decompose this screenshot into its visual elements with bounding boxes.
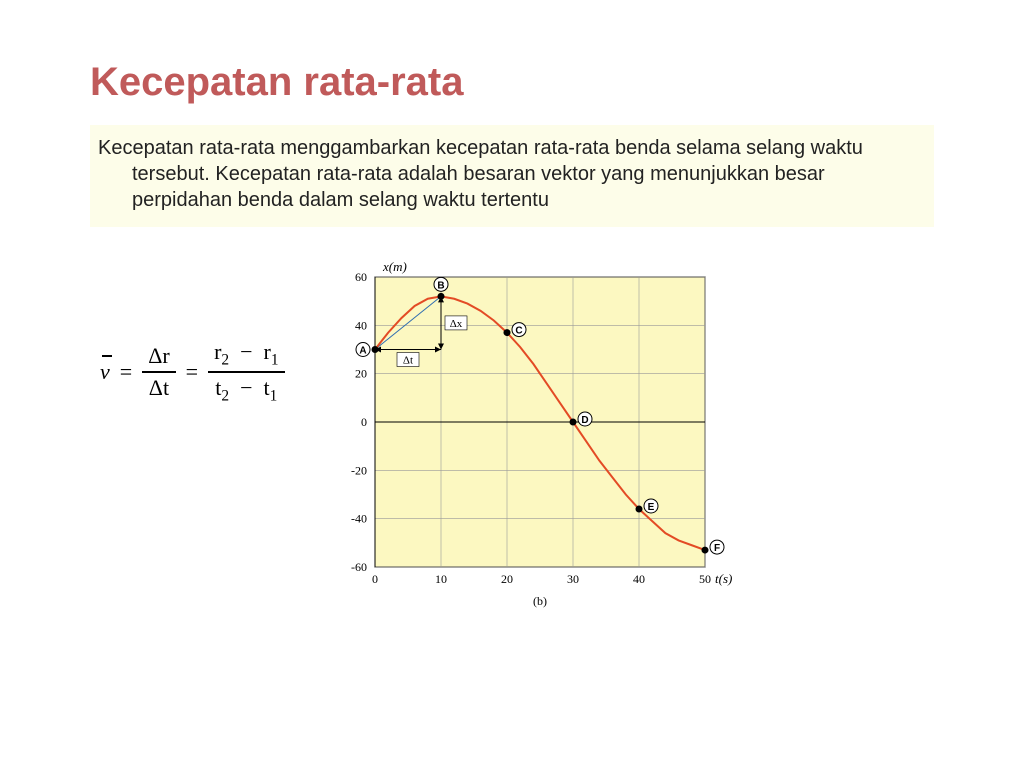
equals-2: = <box>186 359 198 385</box>
svg-text:B: B <box>437 280 444 291</box>
svg-text:50: 50 <box>699 572 711 586</box>
frac2-num: r2 − r1 <box>208 337 284 371</box>
svg-text:A: A <box>359 346 366 357</box>
svg-text:20: 20 <box>501 572 513 586</box>
frac2-den: t2 − t1 <box>209 373 283 407</box>
frac1-den: Δt <box>143 373 175 403</box>
content-row: v = Δr Δt = r2 − r1 t2 <box>90 257 934 617</box>
fraction-2: r2 − r1 t2 − t1 <box>208 337 284 407</box>
equals-1: = <box>120 359 132 385</box>
svg-text:20: 20 <box>355 367 367 381</box>
slide: Kecepatan rata-rata Kecepatan rata-rata … <box>0 0 1024 657</box>
fraction-1: Δr Δt <box>142 341 175 403</box>
svg-text:Δx: Δx <box>449 318 462 330</box>
svg-text:60: 60 <box>355 270 367 284</box>
svg-text:30: 30 <box>567 572 579 586</box>
chart-container: 0 10 20 30 40 50 -60 -40 -20 0 20 40 60 x(m) t(s) (b) Δt… <box>325 257 934 617</box>
svg-text:E: E <box>647 502 654 513</box>
svg-text:10: 10 <box>435 572 447 586</box>
svg-text:-40: -40 <box>351 512 367 526</box>
svg-text:F: F <box>714 543 720 554</box>
svg-text:D: D <box>581 415 588 426</box>
position-time-chart: 0 10 20 30 40 50 -60 -40 -20 0 20 40 60 x(m) t(s) (b) Δt… <box>325 257 755 617</box>
vbar-symbol: v <box>100 359 110 385</box>
velocity-formula: v = Δr Δt = r2 − r1 t2 <box>100 337 285 407</box>
svg-text:x(m): x(m) <box>382 259 407 274</box>
svg-text:t(s): t(s) <box>715 571 732 586</box>
frac1-num: Δr <box>142 341 175 371</box>
svg-text:0: 0 <box>372 572 378 586</box>
svg-text:C: C <box>515 326 522 337</box>
svg-text:-60: -60 <box>351 560 367 574</box>
svg-text:(b): (b) <box>533 594 547 608</box>
page-title: Kecepatan rata-rata <box>90 60 934 105</box>
formula-container: v = Δr Δt = r2 − r1 t2 <box>90 257 285 407</box>
svg-text:-20: -20 <box>351 463 367 477</box>
description-box: Kecepatan rata-rata menggambarkan kecepa… <box>90 125 934 227</box>
svg-text:Δt: Δt <box>403 355 413 367</box>
svg-text:40: 40 <box>355 318 367 332</box>
svg-text:40: 40 <box>633 572 645 586</box>
description-text: Kecepatan rata-rata menggambarkan kecepa… <box>98 135 926 213</box>
svg-text:0: 0 <box>361 415 367 429</box>
